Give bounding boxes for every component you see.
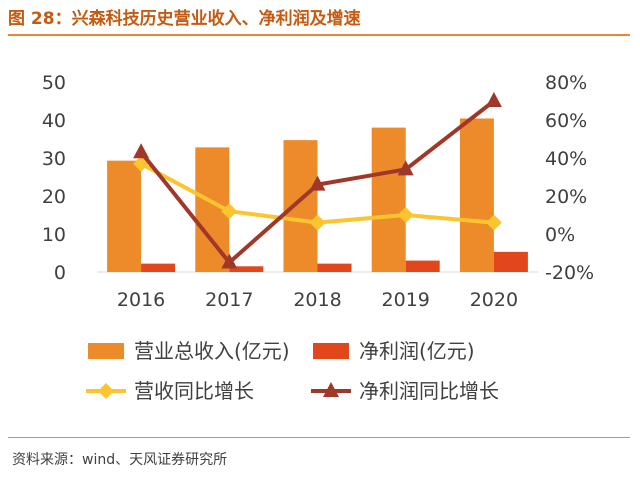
- net-profit-bar: [317, 263, 352, 272]
- right-tick-label: 0%: [545, 224, 575, 246]
- profit-growth-point: [309, 175, 326, 191]
- revenue-growth-point: [485, 214, 502, 231]
- left-tick-label: 10: [42, 224, 66, 246]
- left-tick-label: 0: [54, 262, 66, 284]
- x-tick-label: 2017: [205, 289, 253, 311]
- legend-marker: [98, 383, 114, 399]
- source-note: 资料来源：wind、天风证券研究所: [12, 452, 228, 468]
- legend: 营业总收入(亿元) 净利润(亿元) 营收同比增长 净利润同比增长: [86, 339, 499, 403]
- legend-label: 净利润(亿元): [359, 339, 475, 363]
- footer-divider: [8, 437, 630, 438]
- revenue-bar: [371, 127, 406, 272]
- legend-marker: [323, 382, 339, 397]
- revenue-bar: [459, 118, 494, 272]
- right-tick-label: -20%: [545, 262, 594, 284]
- left-tick-label: 20: [42, 186, 66, 208]
- title-divider: [8, 34, 630, 36]
- legend-revenue: 营业总收入(亿元): [88, 339, 290, 363]
- line-series: [133, 92, 502, 269]
- profit-growth-point: [133, 143, 150, 159]
- legend-net-profit: 净利润(亿元): [313, 339, 475, 363]
- legend-revenue-growth: 营收同比增长: [86, 379, 254, 403]
- legend-label: 净利润同比增长: [359, 379, 499, 403]
- right-axis: -20% 0% 20% 40% 60% 80%: [545, 72, 594, 284]
- revenue-bar: [107, 160, 142, 272]
- right-tick-label: 80%: [545, 72, 587, 94]
- revenue-growth-point: [221, 203, 238, 220]
- right-tick-label: 60%: [545, 110, 587, 132]
- revenue-bar: [283, 140, 318, 272]
- left-tick-label: 30: [42, 148, 66, 170]
- left-axis: 0 10 20 30 40 50: [42, 72, 66, 284]
- profit-growth-point: [485, 92, 502, 107]
- x-tick-label: 2019: [382, 289, 430, 311]
- left-tick-label: 50: [42, 72, 66, 94]
- net-profit-bar: [141, 263, 176, 272]
- right-tick-label: 40%: [545, 148, 587, 170]
- legend-label: 营收同比增长: [134, 379, 254, 403]
- x-tick-label: 2016: [117, 289, 165, 311]
- profit-growth-point: [221, 253, 238, 269]
- net-profit-bar: [229, 266, 264, 272]
- legend-label: 营业总收入(亿元): [134, 339, 290, 363]
- figure-title: 图 28：兴森科技历史营业收入、净利润及增速: [8, 9, 361, 29]
- legend-swatch: [313, 343, 349, 359]
- profit-growth-point: [397, 160, 414, 176]
- x-tick-label: 2018: [293, 289, 341, 311]
- revenue-growth-point: [309, 214, 326, 231]
- x-axis: 2016 2017 2018 2019 2020: [117, 289, 518, 311]
- bar-series: [107, 118, 528, 272]
- legend-profit-growth: 净利润同比增长: [311, 379, 499, 403]
- left-tick-label: 40: [42, 110, 66, 132]
- x-tick-label: 2020: [470, 289, 518, 311]
- right-tick-label: 20%: [545, 186, 587, 208]
- legend-swatch: [88, 343, 124, 359]
- net-profit-bar: [405, 260, 440, 272]
- revenue-growth-point: [397, 207, 414, 223]
- net-profit-bar: [493, 251, 528, 272]
